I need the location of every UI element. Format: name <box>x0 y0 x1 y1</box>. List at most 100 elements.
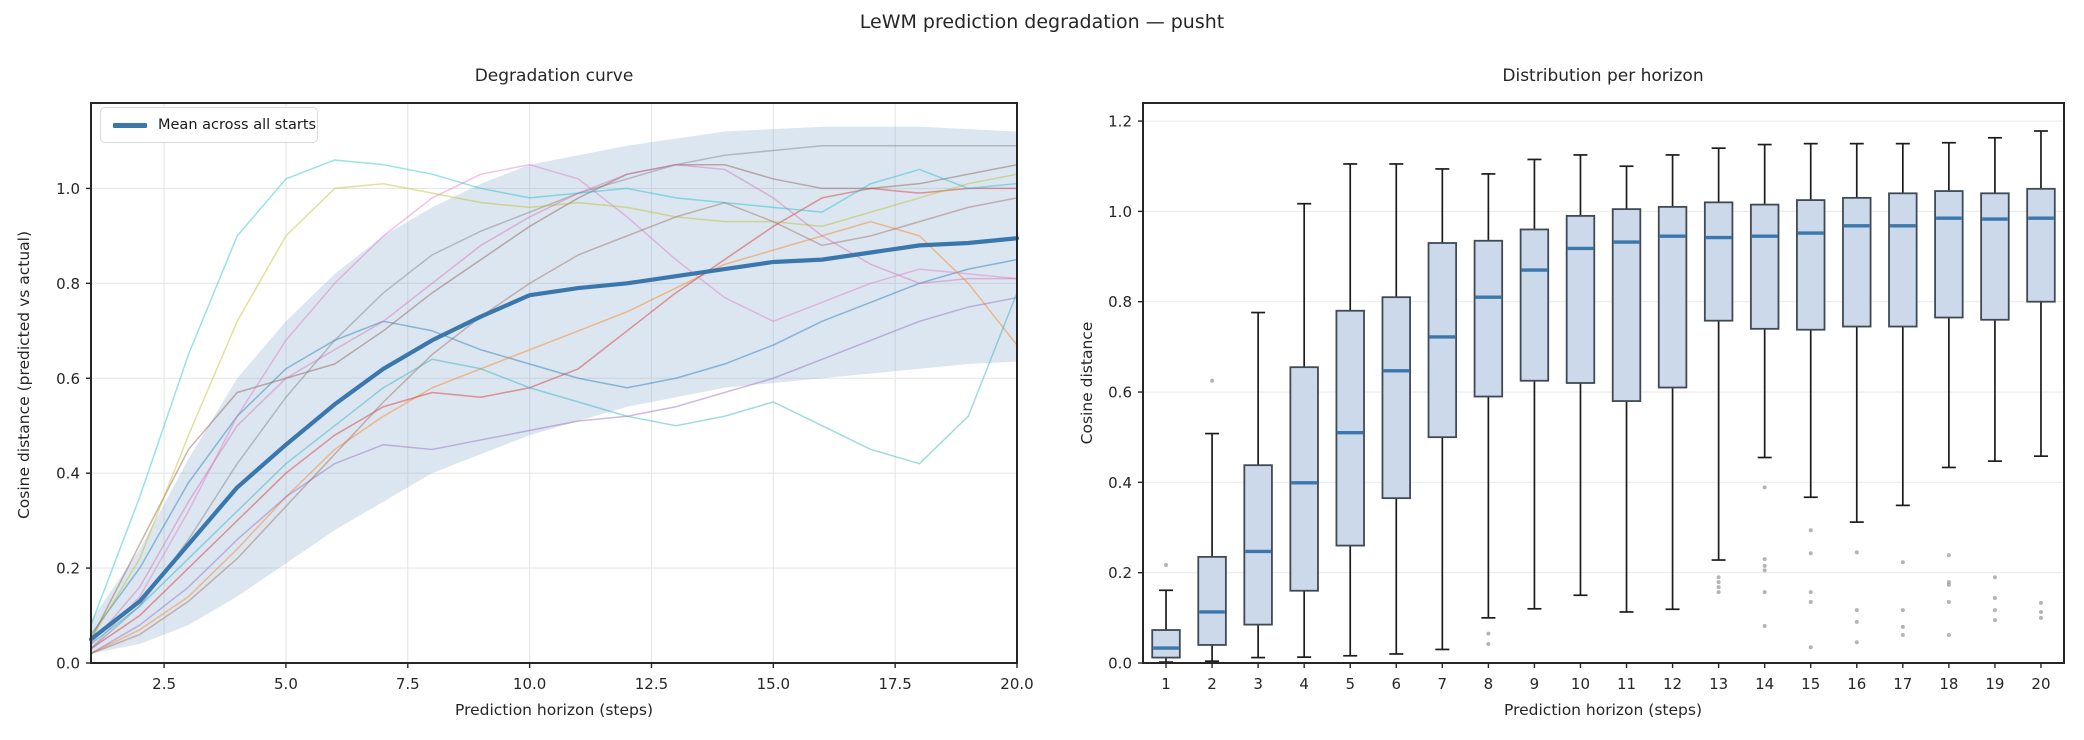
outlier-dot <box>1992 575 1997 580</box>
x-tick-label: 17 <box>1893 675 1912 693</box>
tick-labels: 2.5 5.0 7.5 10.0 12.5 15.0 17.5 20.0 0.0 0.2 0.4 0.… <box>56 180 1034 693</box>
outlier-dot <box>1900 624 1905 629</box>
iqr-box <box>1289 366 1319 592</box>
x-tick-label: 14 <box>1755 675 1774 693</box>
x-tick-label: 15 <box>1801 675 1820 693</box>
box-whisker-group <box>1796 142 1826 650</box>
y-tick-label: 1.2 <box>1108 113 1132 131</box>
x-tick-label: 5 <box>1345 675 1355 693</box>
y-tick-label: 1.0 <box>1108 203 1132 221</box>
x-tick-label: 4 <box>1299 675 1309 693</box>
y-tick-label: 0.4 <box>56 465 80 483</box>
outlier-dot <box>1992 595 1997 600</box>
x-tick-label: 8 <box>1484 675 1494 693</box>
outlier-dot <box>1716 575 1721 580</box>
x-tick-label: 2.5 <box>152 675 176 693</box>
outlier-dot <box>1992 608 1997 613</box>
right-plot-title: Distribution per horizon <box>1502 66 1704 86</box>
outlier-dot <box>2038 615 2043 620</box>
outlier-dot <box>1808 600 1813 605</box>
box-whisker-group <box>1888 142 1918 637</box>
iqr-box <box>1335 309 1365 547</box>
x-tick-label: 2 <box>1207 675 1217 693</box>
mean-line <box>88 236 1020 642</box>
right-y-axis-label: Cosine distance <box>1078 321 1096 445</box>
iqr-box <box>1473 239 1504 398</box>
iqr-box <box>1980 192 2010 321</box>
outlier-dot <box>1854 640 1859 645</box>
y-tick-label: 0.6 <box>1108 384 1132 402</box>
run-line <box>90 159 1018 626</box>
y-tick-label: 0.0 <box>56 655 80 673</box>
x-tick-label: 18 <box>1939 675 1958 693</box>
x-tick-label: 13 <box>1709 675 1728 693</box>
run-line <box>90 220 1018 655</box>
legend-box: Mean across all starts <box>100 107 318 143</box>
run-line <box>90 187 1017 650</box>
box-whisker-group <box>1934 141 1964 637</box>
outlier-dot <box>1946 582 1951 587</box>
run-line <box>90 163 1017 645</box>
outlier-dot <box>1946 553 1951 558</box>
x-tick-label: 17.5 <box>878 675 911 693</box>
outlier-dot <box>1762 557 1767 562</box>
run-line <box>90 292 1018 645</box>
x-tick-label: 20 <box>2031 675 2050 693</box>
box-whisker-group <box>1519 158 1550 610</box>
x-tick-label: 7.5 <box>396 675 420 693</box>
axes-spines <box>1142 102 2065 664</box>
outlier-dot <box>1762 568 1767 573</box>
outlier-dot <box>1716 590 1721 595</box>
y-tick-label: 0.4 <box>1108 474 1132 492</box>
run-line <box>90 197 1018 655</box>
outlier-dot <box>1854 608 1859 613</box>
run-line <box>90 258 1018 635</box>
outlier-dot <box>1762 623 1767 628</box>
iqr-box <box>1243 464 1273 626</box>
iqr-box <box>1657 205 1688 389</box>
box-whisker-group <box>1151 563 1181 663</box>
tick-labels: 1 2 3 4 5 6 7 8 9 10 11 12 13 14 15 16 17 18 19 200.00.20.4… <box>1108 113 2050 693</box>
iqr-box <box>1796 199 1826 331</box>
outlier-dot <box>1762 563 1767 568</box>
outlier-dot <box>2038 609 2043 614</box>
box-whisker-group <box>1335 163 1365 657</box>
distribution-boxplot: 1 2 3 4 5 6 7 8 9 10 11 12 13 14 15 16 17 18 19 200.00.20.4… <box>1108 102 2065 693</box>
figure-title: LeWM prediction degradation — pusht <box>859 11 1225 33</box>
iqr-box <box>1934 190 1964 319</box>
legend-entry-label: Mean across all starts <box>158 117 317 133</box>
run-line <box>90 163 1018 640</box>
outlier-dot <box>1486 631 1491 636</box>
iqr-box <box>1427 242 1458 439</box>
outlier-dot <box>1992 618 1997 623</box>
outlier-dot <box>2038 600 2043 605</box>
box-whisker-group <box>1703 147 1734 595</box>
outlier-dot <box>1900 608 1905 613</box>
outlier-dot <box>1762 485 1767 490</box>
outlier-dot <box>1946 633 1951 637</box>
iqr-box <box>1703 201 1734 322</box>
run-line <box>90 173 1018 640</box>
outlier-dot <box>1716 585 1721 590</box>
box-whisker-group <box>1473 173 1504 647</box>
left-y-axis-label: Cosine distance (predicted vs actual) <box>15 230 33 520</box>
grid-lines <box>91 103 1018 664</box>
legend-line-sample-icon <box>113 122 147 128</box>
x-tick-label: 1 <box>1161 675 1171 693</box>
x-tick-label: 9 <box>1530 675 1540 693</box>
outlier-dot <box>1900 560 1905 565</box>
outlier-dot <box>1854 619 1859 624</box>
std-band <box>91 126 1017 654</box>
outlier-dot <box>1210 378 1215 383</box>
x-tick-label: 7 <box>1438 675 1448 693</box>
x-tick-label: 12.5 <box>635 675 668 693</box>
outlier-dot <box>1716 580 1721 585</box>
y-tick-label: 0.8 <box>56 275 80 293</box>
box-whisker-group <box>1611 165 1642 613</box>
y-tick-label: 0.0 <box>1108 655 1132 673</box>
outlier-dot <box>1164 563 1169 567</box>
outlier-dot <box>1808 551 1813 556</box>
box-whisker-group <box>1565 154 1596 597</box>
run-line <box>90 163 1018 650</box>
